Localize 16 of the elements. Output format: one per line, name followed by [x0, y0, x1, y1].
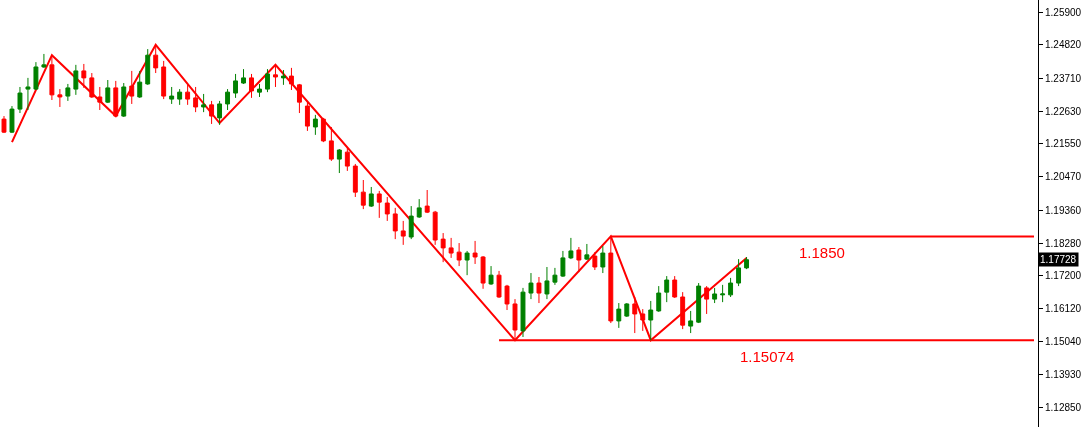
series-label: 1.15074: [740, 348, 795, 365]
y-tick-label: 1.21550: [1045, 138, 1082, 150]
y-tick-label: 1.19360: [1045, 204, 1082, 216]
y-tick-label: 1.20470: [1045, 171, 1082, 183]
y-tick-label: 1.16120: [1045, 303, 1082, 315]
y-tick-label: 1.25900: [1045, 6, 1082, 18]
y-tick-label: 1.24820: [1045, 39, 1082, 51]
series-label: 1.1850: [799, 244, 845, 261]
y-tick-label: 1.12850: [1045, 402, 1082, 414]
y-tick-label: 1.13930: [1045, 369, 1082, 381]
annotation: 1.17728: [1040, 254, 1077, 265]
y-tick-label: 1.18280: [1045, 237, 1082, 249]
y-tick-label: 1.15040: [1045, 335, 1082, 347]
y-tick-label: 1.22630: [1045, 105, 1082, 117]
y-tick-label: 1.23710: [1045, 72, 1082, 84]
y-tick-label: 1.17200: [1045, 270, 1082, 282]
